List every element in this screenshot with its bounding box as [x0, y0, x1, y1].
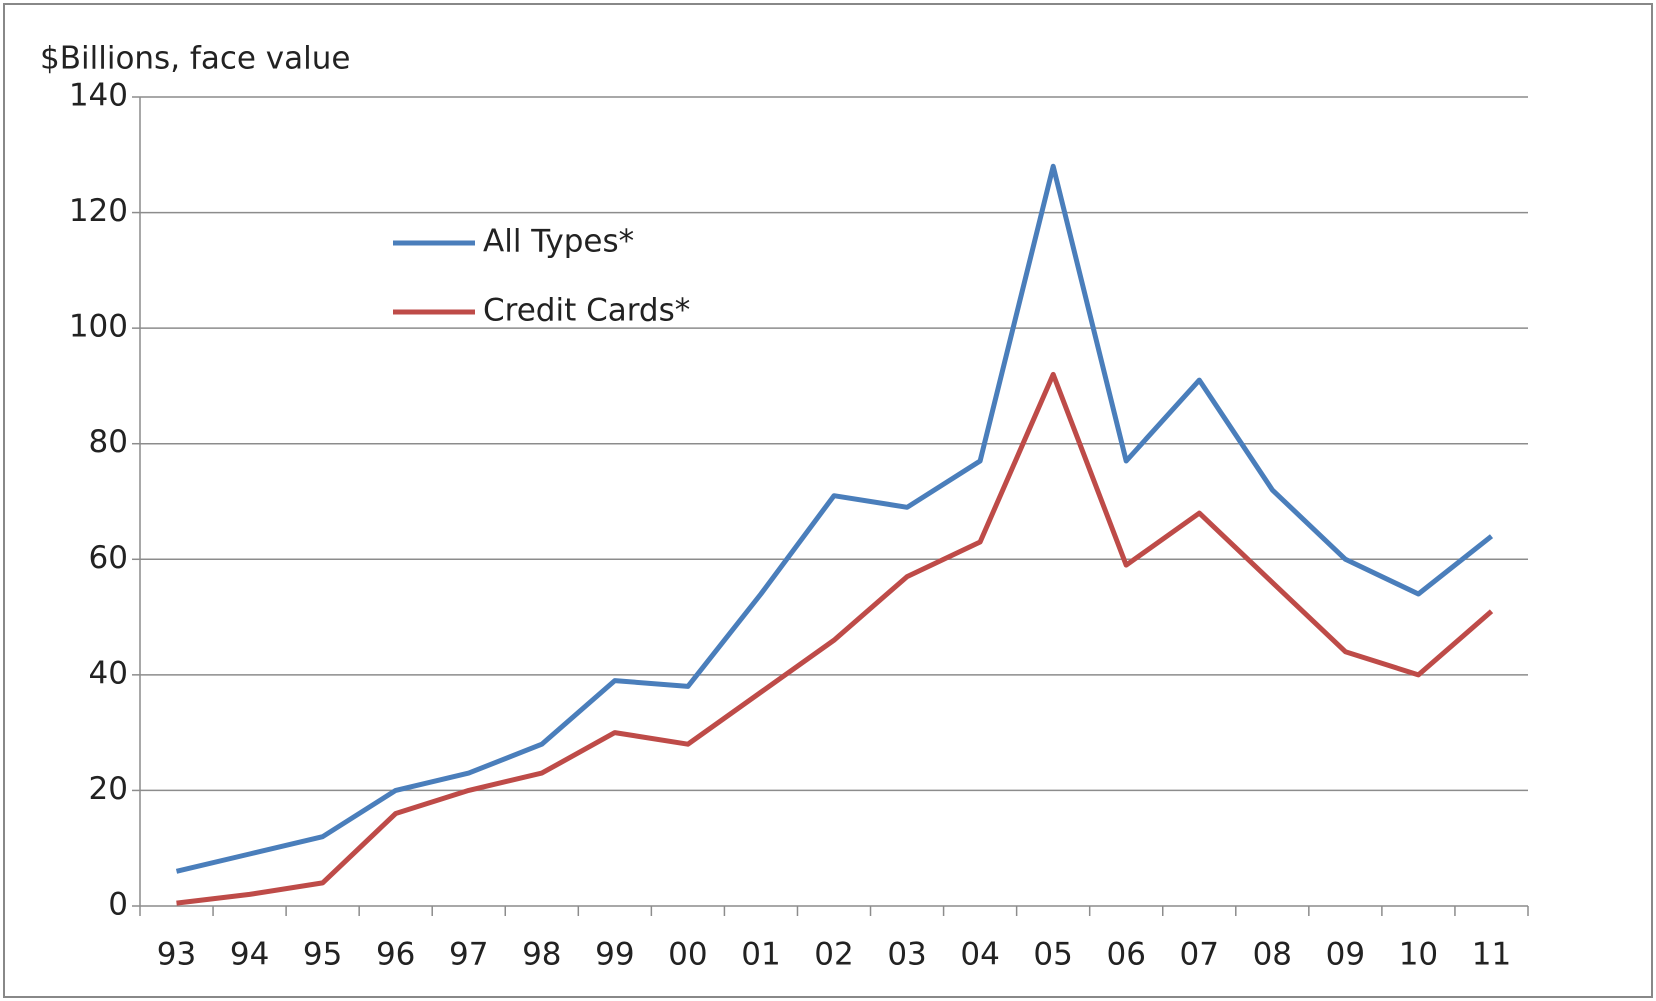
x-tick-label: 93	[157, 937, 196, 973]
series-line	[175, 163, 1494, 874]
y-tick-label: 140	[69, 78, 128, 114]
x-tick-label: 02	[814, 937, 853, 973]
y-tick-label: 20	[89, 771, 128, 807]
x-tick-label: 09	[1326, 937, 1365, 973]
x-tick-label: 94	[230, 937, 269, 973]
x-tick-label: 08	[1253, 937, 1292, 973]
y-axis-title: $Billions, face value	[40, 41, 350, 77]
x-tick-label: 97	[449, 937, 488, 973]
x-tick-label: 96	[376, 937, 415, 973]
y-tick-label: 40	[89, 655, 128, 691]
y-tick-label: 100	[69, 309, 128, 345]
series-line	[176, 371, 1494, 906]
x-tick-label: 01	[741, 937, 780, 973]
y-tick-label: 80	[89, 424, 128, 460]
x-tick-label: 10	[1399, 937, 1438, 973]
x-tick-label: 95	[303, 937, 342, 973]
x-tick-label: 11	[1472, 937, 1511, 973]
x-tick-label: 00	[668, 937, 707, 973]
y-tick-label: 60	[89, 540, 128, 576]
y-tick-label: 120	[69, 193, 128, 229]
legend-label: All Types*	[483, 224, 634, 260]
x-tick-label: 03	[887, 937, 926, 973]
x-tick-label: 98	[522, 937, 561, 973]
x-tick-label: 07	[1180, 937, 1219, 973]
x-tick-label: 99	[595, 937, 634, 973]
x-tick-label: 06	[1106, 937, 1145, 973]
legend-label: Credit Cards*	[483, 293, 690, 329]
x-tick-label: 05	[1033, 937, 1072, 973]
x-tick-label: 04	[960, 937, 999, 973]
y-tick-label: 0	[108, 887, 128, 923]
